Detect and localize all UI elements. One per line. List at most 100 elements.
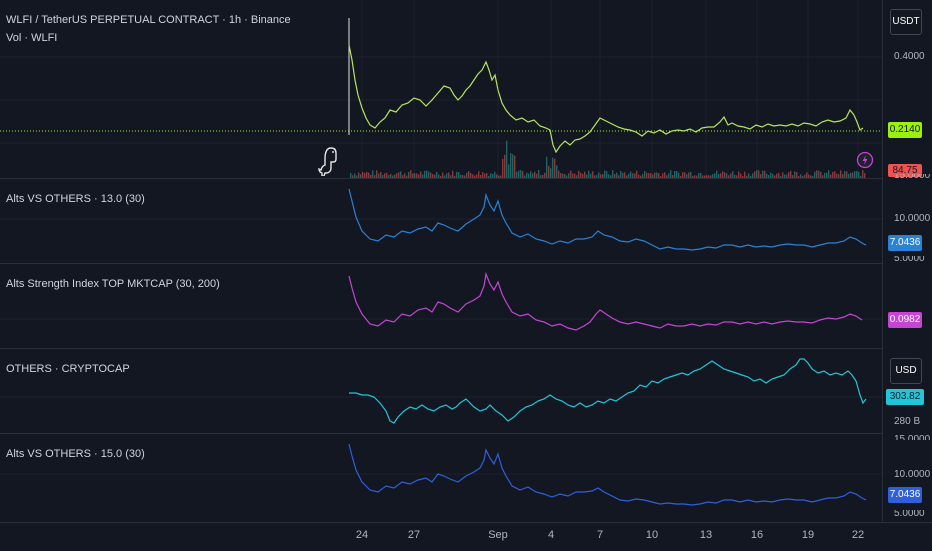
volume-bar — [504, 154, 506, 178]
volume-bars — [350, 140, 866, 178]
dinosaur-icon[interactable] — [317, 146, 339, 179]
volume-bar — [642, 173, 644, 178]
volume-bar — [754, 171, 756, 178]
volume-bar — [388, 175, 390, 178]
volume-bar — [418, 174, 420, 178]
volume-bar — [664, 172, 666, 178]
volume-bar — [540, 175, 542, 178]
volume-bar — [472, 174, 474, 178]
volume-bar — [384, 173, 386, 178]
volume-bar — [806, 172, 808, 178]
indicator-tick: 280 B — [894, 416, 921, 427]
time-tick: Sep — [488, 529, 508, 541]
time-tick: 4 — [547, 529, 555, 541]
volume-bar — [726, 173, 728, 178]
pane-divider[interactable] — [0, 348, 932, 349]
price-chart[interactable] — [0, 0, 882, 178]
volume-bar — [702, 175, 704, 178]
volume-bar — [684, 172, 686, 178]
indicator-legend[interactable]: OTHERS · CRYPTOCAP — [6, 363, 130, 375]
volume-bar — [852, 172, 854, 178]
volume-bar — [804, 174, 806, 178]
pane-divider[interactable] — [0, 263, 932, 264]
volume-bar — [470, 173, 472, 178]
price-pane[interactable]: WLFI / TetherUS PERPETUAL CONTRACT · 1h … — [0, 0, 932, 178]
volume-bar — [440, 175, 442, 178]
indicator-pane-alts-vs-others-13[interactable]: Alts VS OTHERS · 13.0 (30) — [0, 179, 932, 263]
indicator-pane-alts-vs-others-15[interactable]: Alts VS OTHERS · 15.0 (30) — [0, 434, 932, 522]
volume-bar — [622, 172, 624, 178]
volume-bar — [838, 174, 840, 178]
volume-bar — [748, 173, 750, 178]
indicator-tick-cut: 5.0000 — [894, 256, 925, 262]
volume-bar — [638, 174, 640, 178]
volume-bar — [414, 173, 416, 178]
volume-bar — [714, 173, 716, 178]
volume-bar — [628, 173, 630, 178]
volume-bar — [632, 173, 634, 178]
currency-button[interactable]: USD — [890, 358, 922, 384]
volume-bar — [422, 174, 424, 178]
volume-bar — [498, 175, 500, 178]
volume-bar — [634, 173, 636, 178]
volume-bar — [352, 175, 354, 178]
currency-button[interactable]: USDT — [890, 9, 922, 35]
volume-bar — [482, 172, 484, 178]
time-tick: 10 — [645, 529, 659, 541]
volume-bar — [740, 173, 742, 178]
volume-bar — [488, 175, 490, 178]
indicator-pane-others-cryptocap[interactable]: OTHERS · CRYPTOCAP — [0, 349, 932, 433]
volume-bar — [786, 174, 788, 178]
indicator-legend[interactable]: Alts VS OTHERS · 15.0 (30) — [6, 448, 145, 460]
volume-bar — [532, 173, 534, 178]
volume-bar — [612, 170, 614, 178]
indicator-legend[interactable]: Alts Strength Index TOP MKTCAP (30, 200) — [6, 278, 220, 290]
volume-bar — [378, 173, 380, 178]
symbol-title[interactable]: WLFI / TetherUS PERPETUAL CONTRACT · 1h … — [6, 14, 291, 26]
volume-bar — [760, 174, 762, 178]
volume-bar — [718, 173, 720, 178]
volume-bar — [678, 172, 680, 178]
volume-bar — [508, 164, 510, 178]
volume-bar — [354, 173, 356, 178]
alts-vs-others-13-chart — [0, 188, 882, 251]
volume-bar — [686, 174, 688, 178]
volume-bar — [560, 173, 562, 178]
volume-bar — [582, 173, 584, 178]
volume-bar — [818, 170, 820, 178]
volume-bar — [520, 170, 522, 178]
volume-bar — [762, 170, 764, 178]
volume-bar — [640, 175, 642, 178]
indicator-legend[interactable]: Alts VS OTHERS · 13.0 (30) — [6, 193, 145, 205]
volume-bar — [432, 174, 434, 178]
lightning-icon[interactable] — [856, 151, 874, 172]
pane-divider[interactable] — [0, 433, 932, 434]
volume-bar — [736, 175, 738, 178]
pane-divider[interactable] — [0, 178, 932, 179]
volume-bar — [784, 174, 786, 178]
volume-bar — [426, 170, 428, 178]
indicator-pane-alts-strength-index[interactable]: Alts Strength Index TOP MKTCAP (30, 200) — [0, 264, 932, 348]
volume-bar — [546, 156, 548, 178]
volume-bar — [812, 175, 814, 178]
volume-bar — [366, 171, 368, 178]
volume-bar — [796, 172, 798, 178]
volume-bar — [396, 173, 398, 178]
volume-bar — [668, 173, 670, 178]
volume-bar — [394, 174, 396, 178]
volume-legend[interactable]: Vol · WLFI — [6, 32, 58, 44]
volume-bar — [820, 171, 822, 178]
volume-bar — [774, 175, 776, 178]
price-scale[interactable] — [882, 0, 932, 522]
volume-bar — [624, 172, 626, 178]
volume-bar — [466, 172, 468, 178]
indicator-tick: 10.0000 — [894, 213, 931, 224]
volume-bar — [386, 172, 388, 178]
alts-vs-others-15-line — [348, 443, 867, 506]
volume-bar — [778, 172, 780, 178]
volume-bar — [460, 174, 462, 178]
volume-bar — [794, 171, 796, 178]
time-axis[interactable] — [0, 522, 932, 551]
volume-bar — [854, 171, 856, 178]
volume-bar — [600, 174, 602, 178]
